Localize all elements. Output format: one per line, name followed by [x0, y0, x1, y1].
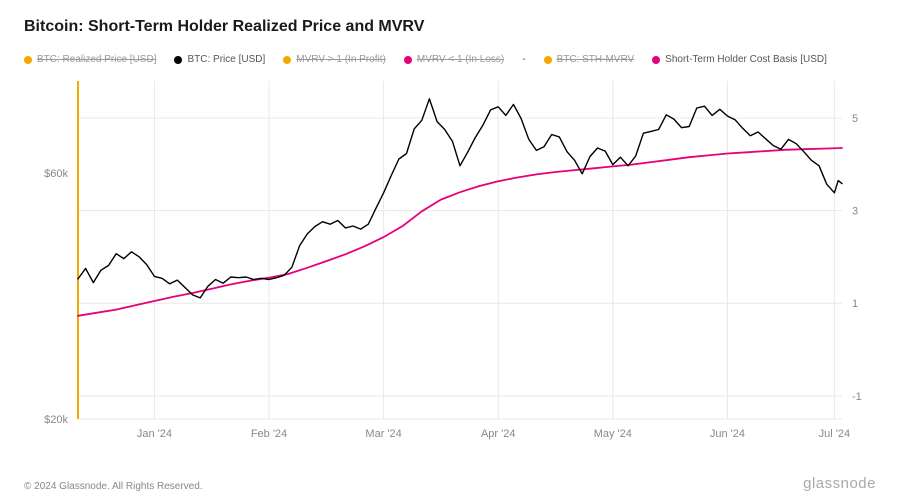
chart-title: Bitcoin: Short-Term Holder Realized Pric…: [24, 18, 876, 36]
legend-swatch: [283, 56, 291, 64]
svg-text:5: 5: [852, 113, 858, 125]
svg-text:May '24: May '24: [594, 428, 632, 440]
legend-item[interactable]: BTC: Realized Price [USD]: [24, 54, 156, 65]
chart-area: $20k $60k -1 1 3 5 Jan '24 Feb '24 Mar '24 Apr '2…: [24, 71, 876, 451]
svg-text:-1: -1: [852, 391, 862, 403]
svg-text:Jul '24: Jul '24: [819, 428, 850, 440]
legend-label: BTC: Price [USD]: [187, 54, 265, 65]
brand-logo: glassnode: [803, 475, 876, 492]
legend-item[interactable]: MVRV > 1 (In Profit): [283, 54, 386, 65]
legend-swatch: [544, 56, 552, 64]
legend-item[interactable]: Short-Term Holder Cost Basis [USD]: [652, 54, 827, 65]
legend-label: BTC: Realized Price [USD]: [37, 54, 156, 65]
svg-text:Mar '24: Mar '24: [365, 428, 401, 440]
legend-item[interactable]: BTC: Price [USD]: [174, 54, 265, 65]
svg-text:1: 1: [852, 298, 858, 310]
legend-item[interactable]: BTC: STH-MVRV: [544, 54, 635, 65]
legend-label: MVRV > 1 (In Profit): [296, 54, 386, 65]
svg-text:Jun '24: Jun '24: [710, 428, 745, 440]
legend-item[interactable]: MVRV < 1 (In Loss): [404, 54, 504, 65]
svg-text:3: 3: [852, 206, 858, 218]
legend-swatch: [404, 56, 412, 64]
legend-swatch: [24, 56, 32, 64]
legend-label: -: [522, 54, 525, 65]
svg-text:Jan '24: Jan '24: [137, 428, 172, 440]
legend: BTC: Realized Price [USD] BTC: Price [USD…: [24, 54, 876, 65]
legend-label: BTC: STH-MVRV: [557, 54, 635, 65]
legend-label: MVRV < 1 (In Loss): [417, 54, 504, 65]
legend-swatch: [174, 56, 182, 64]
legend-item[interactable]: -: [522, 54, 525, 65]
svg-text:$20k: $20k: [44, 414, 68, 426]
chart-svg: $20k $60k -1 1 3 5 Jan '24 Feb '24 Mar '24 Apr '2…: [24, 71, 876, 451]
svg-text:$60k: $60k: [44, 168, 68, 180]
legend-swatch: [652, 56, 660, 64]
footer-copyright: © 2024 Glassnode. All Rights Reserved.: [24, 481, 203, 492]
legend-label: Short-Term Holder Cost Basis [USD]: [665, 54, 827, 65]
svg-text:Apr '24: Apr '24: [481, 428, 516, 440]
svg-text:Feb '24: Feb '24: [251, 428, 287, 440]
